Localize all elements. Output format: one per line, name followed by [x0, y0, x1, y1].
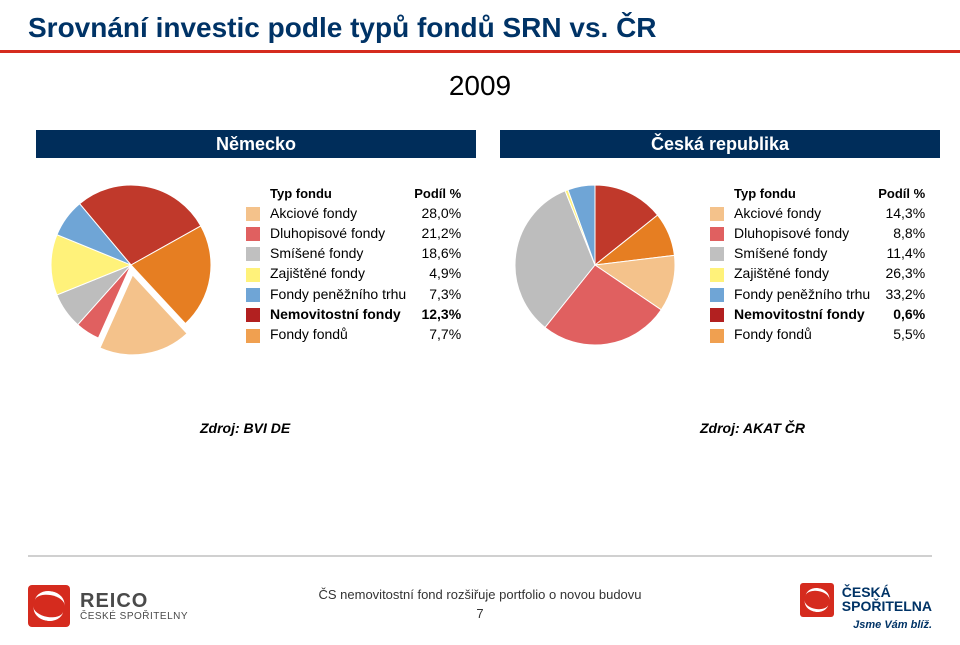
legend-value: 33,2%: [874, 284, 929, 304]
legend-row: Fondy fondů5,5%: [706, 324, 929, 344]
legend-label: Akciové fondy: [730, 202, 874, 222]
legend-swatch: [246, 207, 260, 221]
legend-value: 7,3%: [410, 284, 465, 304]
legend-row: Zajištěné fondy26,3%: [706, 263, 929, 283]
col-podil: Podíl %: [410, 185, 465, 202]
legend-swatch: [710, 268, 724, 282]
czech-heading: Česká republika: [651, 134, 789, 155]
legend-value: 26,3%: [874, 263, 929, 283]
legend-row: Smíšené fondy11,4%: [706, 243, 929, 263]
legend-swatch: [246, 288, 260, 302]
germany-block: Německo Typ fondu Podíl % Akciové fondy2…: [36, 130, 476, 360]
czech-block: Česká republika Typ fondu Podíl % Akciov…: [500, 130, 940, 360]
legend-label: Fondy fondů: [730, 324, 874, 344]
legend-label: Fondy peněžního trhu: [730, 284, 874, 304]
czech-legend-table: Typ fondu Podíl % Akciové fondy14,3%Dluh…: [706, 185, 929, 344]
legend-value: 5,5%: [874, 324, 929, 344]
legend-row: Smíšené fondy18,6%: [242, 243, 465, 263]
legend-value: 7,7%: [410, 324, 465, 344]
legend-label: Dluhopisové fondy: [730, 223, 874, 243]
legend-swatch: [246, 227, 260, 241]
legend-value: 11,4%: [874, 243, 929, 263]
cs-logo: ČESKÁ SPOŘITELNA Jsme Vám blíž.: [800, 583, 932, 631]
legend-label: Zajištěné fondy: [730, 263, 874, 283]
legend-row: Akciové fondy28,0%: [242, 202, 465, 222]
legend-value: 4,9%: [410, 263, 465, 283]
legend-value: 12,3%: [410, 304, 465, 324]
col-typ: Typ fondu: [266, 185, 410, 202]
cs-text: ČESKÁ SPOŘITELNA: [842, 585, 932, 614]
legend-value: 14,3%: [874, 202, 929, 222]
legend-row: Dluhopisové fondy21,2%: [242, 223, 465, 243]
legend-label: Smíšené fondy: [266, 243, 410, 263]
legend-row: Zajištěné fondy4,9%: [242, 263, 465, 283]
legend-value: 8,8%: [874, 223, 929, 243]
legend-swatch: [246, 329, 260, 343]
legend-swatch: [710, 247, 724, 261]
legend-swatch: [710, 308, 724, 322]
cs-icon: [800, 583, 834, 617]
col-typ: Typ fondu: [730, 185, 874, 202]
czech-pie-chart: [500, 170, 690, 360]
germany-legend-table: Typ fondu Podíl % Akciové fondy28,0%Dluh…: [242, 185, 465, 344]
legend-value: 21,2%: [410, 223, 465, 243]
legend-swatch: [710, 207, 724, 221]
germany-panel: Typ fondu Podíl % Akciové fondy28,0%Dluh…: [36, 170, 476, 360]
legend-label: Nemovitostní fondy: [266, 304, 410, 324]
footer-divider: [28, 555, 932, 557]
cs-tagline: Jsme Vám blíž.: [800, 619, 932, 631]
legend-label: Dluhopisové fondy: [266, 223, 410, 243]
legend-value: 18,6%: [410, 243, 465, 263]
legend-label: Smíšené fondy: [730, 243, 874, 263]
year-label: 2009: [0, 70, 960, 102]
legend-row: Akciové fondy14,3%: [706, 202, 929, 222]
legend-row: Nemovitostní fondy12,3%: [242, 304, 465, 324]
legend-value: 28,0%: [410, 202, 465, 222]
legend-swatch: [246, 247, 260, 261]
legend-swatch: [246, 308, 260, 322]
legend-swatch: [710, 288, 724, 302]
legend-row: Dluhopisové fondy8,8%: [706, 223, 929, 243]
legend-swatch: [246, 268, 260, 282]
legend-label: Fondy peněžního trhu: [266, 284, 410, 304]
col-podil: Podíl %: [874, 185, 929, 202]
legend-label: Nemovitostní fondy: [730, 304, 874, 324]
czech-source: Zdroj: AKAT ČR: [700, 420, 805, 436]
footer: REICO ČESKÉ SPOŘITELNY ČS nemovitostní f…: [0, 555, 960, 645]
legend-label: Zajištěné fondy: [266, 263, 410, 283]
legend-value: 0,6%: [874, 304, 929, 324]
germany-source: Zdroj: BVI DE: [200, 420, 290, 436]
legend-row: Fondy peněžního trhu33,2%: [706, 284, 929, 304]
czech-heading-bar: Česká republika: [500, 130, 940, 158]
legend-label: Fondy fondů: [266, 324, 410, 344]
page-title: Srovnání investic podle typů fondů SRN v…: [28, 12, 657, 44]
legend-label: Akciové fondy: [266, 202, 410, 222]
germany-heading-bar: Německo: [36, 130, 476, 158]
legend-row: Nemovitostní fondy0,6%: [706, 304, 929, 324]
legend-row: Fondy peněžního trhu7,3%: [242, 284, 465, 304]
cs-line2: SPOŘITELNA: [842, 599, 932, 614]
germany-heading: Německo: [216, 134, 296, 155]
legend-swatch: [710, 227, 724, 241]
legend-row: Fondy fondů7,7%: [242, 324, 465, 344]
title-underline: [0, 50, 960, 53]
page: Srovnání investic podle typů fondů SRN v…: [0, 0, 960, 645]
germany-pie-chart: [36, 170, 226, 360]
czech-panel: Typ fondu Podíl % Akciové fondy14,3%Dluh…: [500, 170, 940, 360]
legend-swatch: [710, 329, 724, 343]
